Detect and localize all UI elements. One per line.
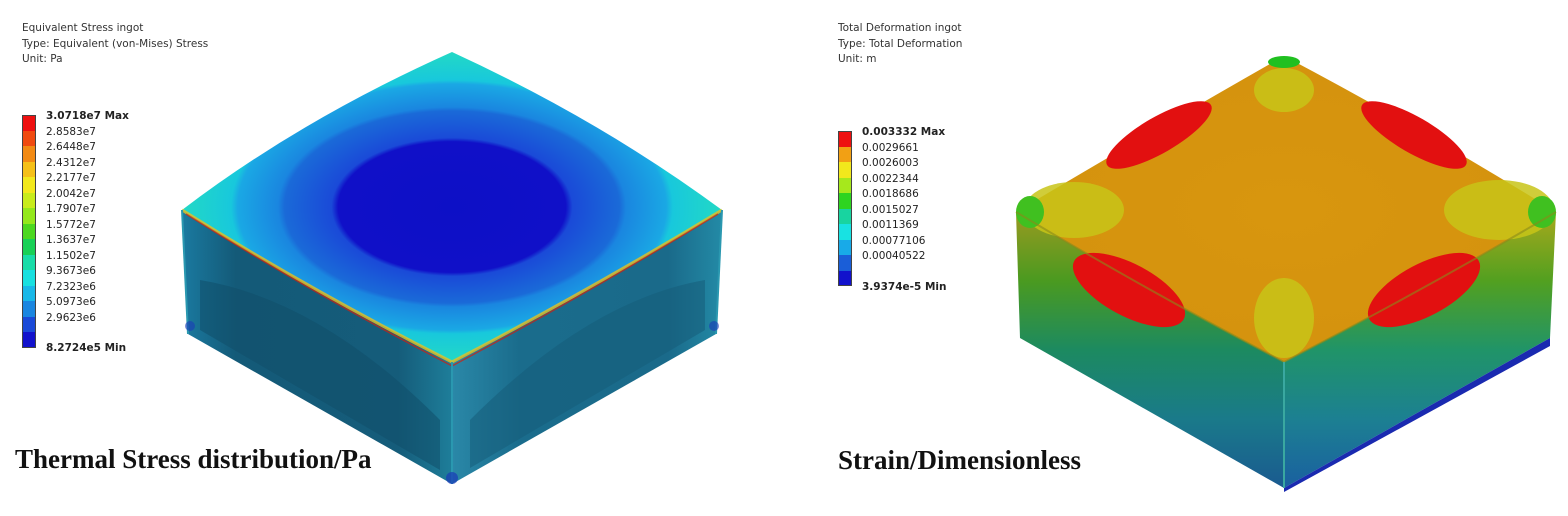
deformation-legend-swatch (838, 146, 852, 162)
deformation-caption: Strain/Dimensionless (838, 445, 1082, 475)
deformation-legend-label: 0.0011369 (862, 219, 919, 231)
stress-caption: Thermal Stress distribution/Pa (15, 444, 372, 474)
deformation-panel: Total Deformation ingot Type: Total Defo… (784, 0, 1568, 516)
stress-legend-swatch (22, 192, 36, 208)
deformation-result-name: Total Deformation ingot (838, 22, 962, 34)
stress-result-type: Type: Equivalent (von-Mises) Stress (22, 37, 209, 50)
deformation-legend-label: 0.00077106 (862, 234, 926, 247)
deformation-legend-label: 0.00040522 (862, 250, 926, 262)
stress-legend-swatch (22, 177, 36, 193)
stress-ingot-model (181, 52, 723, 484)
deformation-legend-label: 0.0026003 (862, 157, 919, 169)
deformation-legend-swatch (838, 177, 852, 193)
deformation-ingot-model (1015, 56, 1557, 492)
stress-result-name: Equivalent Stress ingot (22, 22, 144, 34)
stress-legend-label: 1.7907e7 (46, 203, 96, 215)
stress-legend-swatch (22, 223, 36, 239)
stress-legend-label: 8.2724e5 Min (46, 342, 127, 354)
stress-legend-label: 1.1502e7 (46, 249, 96, 262)
stress-panel: Equivalent Stress ingot Type: Equivalent… (15, 21, 723, 484)
deformation-legend-label: 0.0018686 (862, 188, 919, 200)
stress-legend-swatch (22, 285, 36, 301)
stress-legend-swatch (22, 332, 36, 348)
stress-legend-swatch (22, 161, 36, 177)
stress-header: Equivalent Stress ingot Type: Equivalent… (22, 21, 208, 68)
deformation-legend-swatch (838, 162, 852, 178)
deformation-legend-swatch (838, 131, 852, 147)
stress-legend-label: 2.8583e7 (46, 125, 96, 138)
stress-legend-swatch (22, 208, 36, 224)
stress-legend-swatch (22, 254, 36, 270)
deformation-legend-swatch (838, 208, 852, 224)
deformation-legend-label: 0.0015027 (862, 203, 919, 216)
deformation-legend-swatch (838, 193, 852, 209)
deformation-legend-label: 0.0022344 (862, 172, 919, 185)
deformation-header: Total Deformation ingot Type: Total Defo… (838, 21, 962, 68)
stress-legend-swatch (22, 146, 36, 162)
stress-legend-label: 2.0042e7 (46, 187, 96, 200)
stress-legend-label: 2.2177e7 (46, 172, 96, 184)
deformation-legend-swatch (838, 239, 852, 255)
stress-legend-swatch (22, 130, 36, 146)
deformation-right-face (1284, 212, 1556, 488)
deformation-result-type: Type: Total Deformation (838, 37, 963, 50)
deformation-legend-swatch (838, 270, 852, 286)
deformation-legend-label: 0.003332 Max (862, 126, 946, 138)
stress-legend-swatch (22, 270, 36, 286)
stress-legend-label: 1.5772e7 (46, 218, 96, 231)
stress-legend-swatch (22, 316, 36, 332)
stress-legend-label: 2.9623e6 (46, 311, 96, 324)
stress-legend-label: 3.0718e7 Max (46, 110, 129, 122)
stress-legend-label: 1.3637e7 (46, 234, 96, 246)
stress-legend-label: 9.3673e6 (46, 265, 96, 277)
deformation-legend-label: 0.0029661 (862, 141, 919, 154)
stress-legend-label: 5.0973e6 (46, 296, 96, 308)
stress-legend-swatch (22, 301, 36, 317)
stress-top-face (182, 52, 722, 362)
stress-legend-label: 7.2323e6 (46, 280, 96, 293)
stress-legend-label: 2.4312e7 (46, 156, 96, 169)
stress-legend-swatch (22, 239, 36, 255)
deformation-legend-swatch (838, 224, 852, 240)
stress-result-unit: Unit: Pa (22, 53, 63, 65)
deformation-legend-label: 3.9374e-5 Min (862, 280, 947, 293)
stress-legend-swatch (22, 115, 36, 131)
deformation-result-unit: Unit: m (838, 53, 877, 65)
stress-legend-label: 2.6448e7 (46, 141, 96, 153)
deformation-legend-swatch (838, 255, 852, 271)
